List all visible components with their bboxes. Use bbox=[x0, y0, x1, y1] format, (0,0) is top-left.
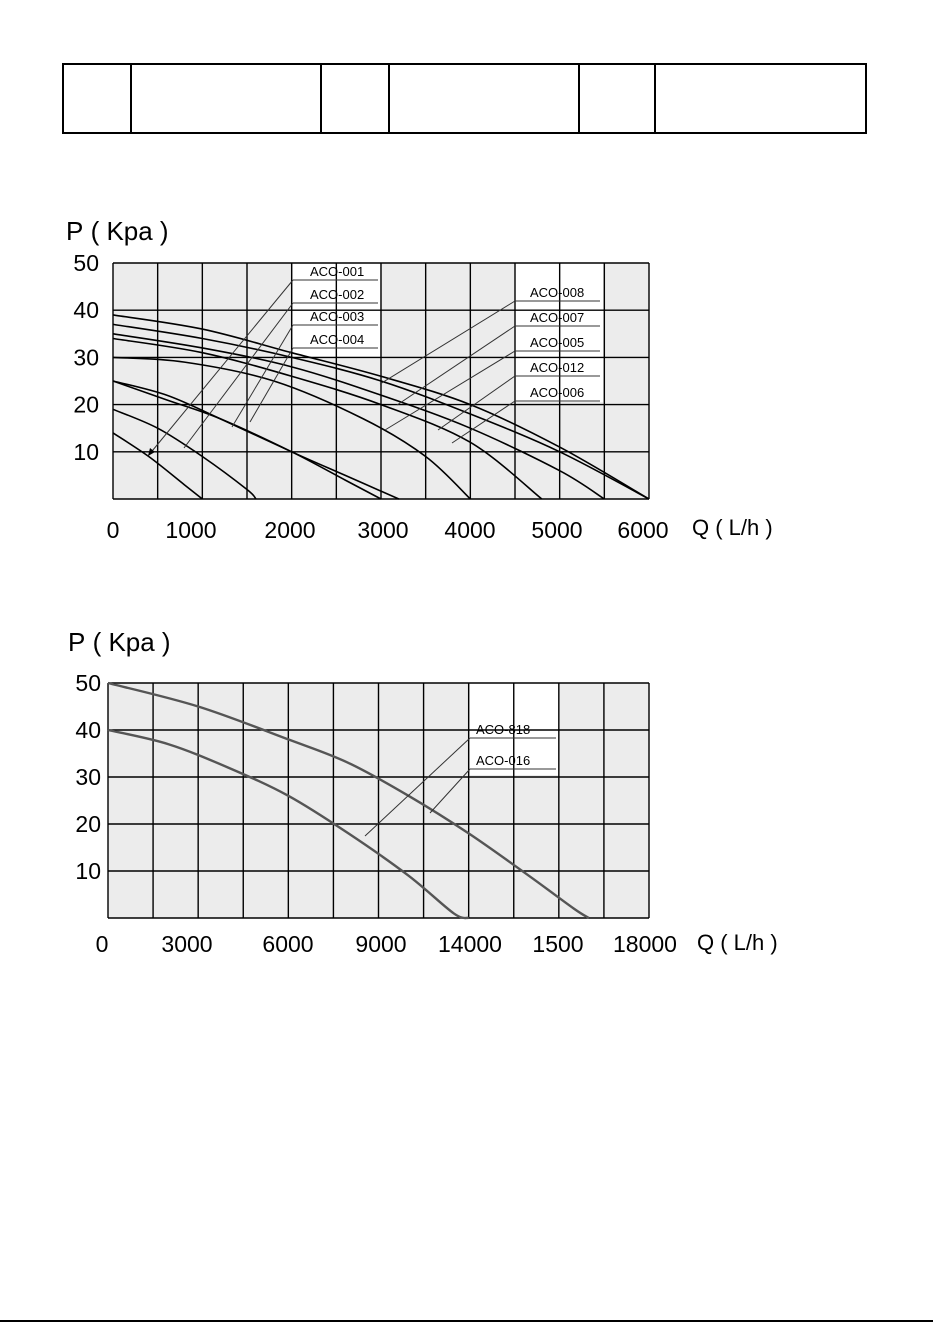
x-tick-label: 14000 bbox=[438, 931, 502, 957]
x-tick-label: 6000 bbox=[617, 517, 668, 543]
series-label: ACO-004 bbox=[310, 332, 364, 347]
series-callout: ACO-002 bbox=[183, 287, 378, 449]
x-tick-label: 1000 bbox=[165, 517, 216, 543]
arrow-head-icon bbox=[148, 448, 155, 456]
series-label: ACO-007 bbox=[530, 310, 584, 325]
x-axis-label: Q ( L/h ) bbox=[697, 930, 778, 955]
x-tick-label: 5000 bbox=[531, 517, 582, 543]
series-line-aco-001 bbox=[112, 432, 203, 500]
series-label: ACO-012 bbox=[530, 360, 584, 375]
leader-line bbox=[364, 737, 471, 837]
y-tick-label: 30 bbox=[73, 344, 99, 370]
series-label: ACO-008 bbox=[530, 285, 584, 300]
series-line-aco-008 bbox=[112, 314, 650, 500]
header-table bbox=[62, 63, 867, 134]
y-tick-label: 40 bbox=[73, 297, 99, 323]
leader-line bbox=[147, 279, 294, 457]
series-line-aco-005 bbox=[112, 333, 605, 500]
header-table-cell bbox=[64, 65, 132, 132]
series-line-aco-004 bbox=[112, 380, 382, 500]
y-tick-label: 40 bbox=[75, 717, 101, 743]
y-tick-label: 30 bbox=[75, 764, 101, 790]
y-tick-label: 10 bbox=[73, 439, 99, 465]
series-callout: ACO-004 bbox=[249, 332, 378, 423]
y-axis-label: P ( Kpa ) bbox=[66, 216, 169, 246]
leader-line bbox=[396, 325, 516, 406]
x-tick-label: 1500 bbox=[532, 931, 583, 957]
series-callout: ACO-005 bbox=[384, 335, 600, 431]
pump-curve-chart-2: P ( Kpa ) Q ( L/h ) 10 20 30 40 50 0 3000 6000 900… bbox=[68, 627, 778, 957]
y-tick-label: 10 bbox=[75, 858, 101, 884]
x-tick-label: 3000 bbox=[161, 931, 212, 957]
header-table-cell bbox=[322, 65, 390, 132]
x-tick-label: 0 bbox=[107, 517, 120, 543]
series-line-aco-012 bbox=[112, 337, 543, 500]
series-label: ACO-006 bbox=[530, 385, 584, 400]
series-label: ACO-002 bbox=[310, 287, 364, 302]
series-label: ACO-001 bbox=[310, 264, 364, 279]
x-tick-label: 18000 bbox=[613, 931, 677, 957]
leader-line bbox=[379, 300, 516, 385]
x-axis-label: Q ( L/h ) bbox=[692, 515, 773, 540]
y-tick-label: 50 bbox=[73, 250, 99, 276]
y-tick-label: 20 bbox=[75, 811, 101, 837]
leader-line bbox=[384, 350, 516, 431]
y-tick-label: 20 bbox=[73, 392, 99, 418]
header-table-cell bbox=[132, 65, 322, 132]
leader-line bbox=[451, 400, 516, 444]
series-line-aco-818 bbox=[107, 681, 590, 920]
series-line-aco-007 bbox=[112, 323, 650, 500]
leader-line bbox=[183, 302, 294, 449]
x-tick-label: 6000 bbox=[262, 931, 313, 957]
series-callout: ACO-001 bbox=[147, 264, 378, 457]
series-callout: ACO-818 bbox=[364, 722, 556, 837]
series-label: ACO-016 bbox=[476, 753, 530, 768]
x-tick-label: 2000 bbox=[264, 517, 315, 543]
y-axis-label: P ( Kpa ) bbox=[68, 627, 171, 657]
leader-line bbox=[429, 768, 471, 814]
series-callout: ACO-012 bbox=[437, 360, 600, 431]
leader-line bbox=[249, 347, 294, 423]
pump-curve-chart-1: P ( Kpa ) Q ( L/h ) 10 20 30 40 50 0 1000 2000 300… bbox=[66, 216, 773, 543]
series-line-aco-006 bbox=[112, 356, 471, 500]
series-label: ACO-818 bbox=[476, 722, 530, 737]
header-table-cell bbox=[580, 65, 656, 132]
x-tick-label: 4000 bbox=[444, 517, 495, 543]
series-line-aco-002 bbox=[112, 408, 257, 500]
series-callout: ACO-008 bbox=[379, 285, 600, 385]
x-tick-label: 0 bbox=[96, 931, 109, 957]
series-label: ACO-003 bbox=[310, 309, 364, 324]
x-tick-label: 9000 bbox=[355, 931, 406, 957]
header-table-cell bbox=[390, 65, 580, 132]
series-callout: ACO-006 bbox=[451, 385, 600, 444]
series-callout: ACO-003 bbox=[231, 309, 378, 428]
series-label: ACO-005 bbox=[530, 335, 584, 350]
grid bbox=[112, 262, 650, 500]
leader-line bbox=[437, 375, 516, 431]
header-table-cell bbox=[656, 65, 865, 132]
page-bottom-rule bbox=[0, 1320, 933, 1322]
series-line-aco-016 bbox=[107, 728, 470, 920]
series-callout: ACO-016 bbox=[429, 753, 556, 814]
leader-line bbox=[231, 324, 294, 428]
series-callout: ACO-007 bbox=[396, 310, 600, 406]
x-tick-label: 3000 bbox=[357, 517, 408, 543]
y-tick-label: 50 bbox=[75, 670, 101, 696]
